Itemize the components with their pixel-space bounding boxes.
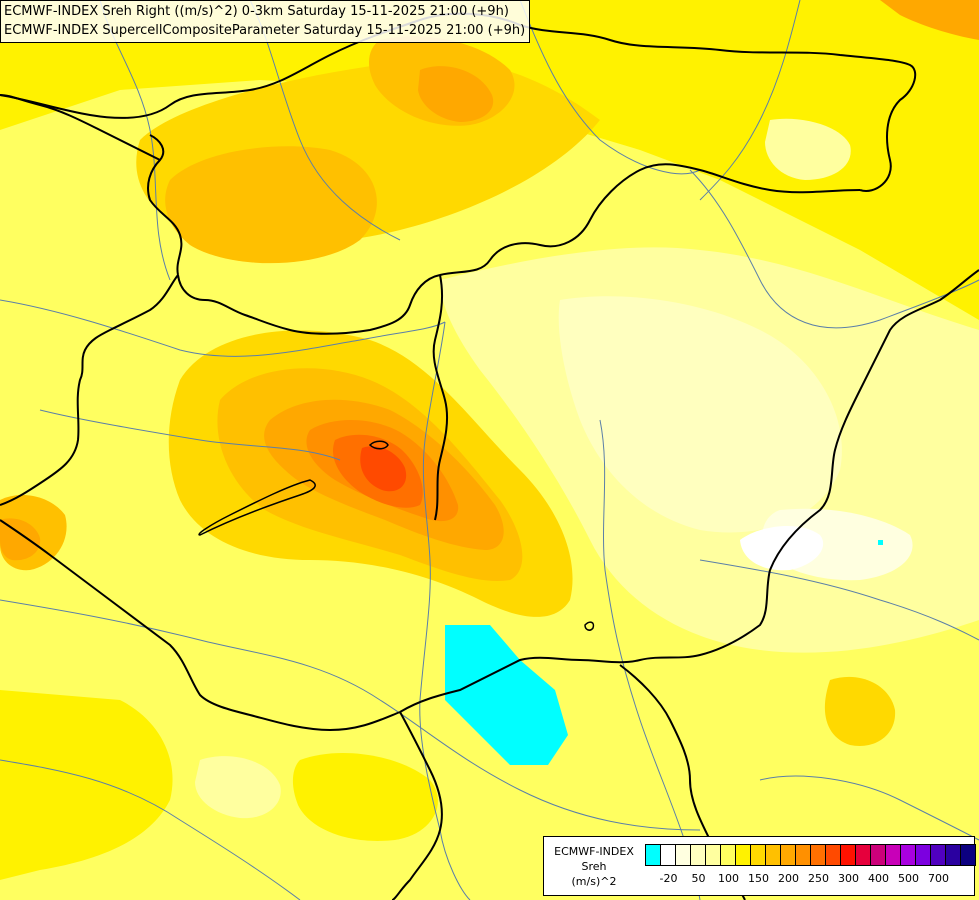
legend-swatch <box>720 844 736 866</box>
border-hungary-east <box>769 269 979 571</box>
map-title-box: ECMWF-INDEX Sreh Right ((m/s)^2) 0-3km S… <box>0 0 531 43</box>
field-band-czech <box>165 146 377 264</box>
river-drava <box>0 599 701 831</box>
border-austria-slovenia <box>0 519 401 732</box>
legend-tick: -20 <box>659 872 678 885</box>
field-blob-se <box>824 676 896 746</box>
field-core-west <box>0 518 41 561</box>
field-pale-ne <box>765 118 851 180</box>
legend-caption-line-3: (m/s)^2 <box>571 875 617 888</box>
lake-neusiedl-outline <box>368 440 389 450</box>
river-south-east <box>759 775 979 841</box>
border-hungary-south <box>399 569 771 713</box>
legend-swatch <box>780 844 796 866</box>
legend-tick: 700 <box>928 872 949 885</box>
map-title-line-1: ECMWF-INDEX Sreh Right ((m/s)^2) 0-3km S… <box>4 4 509 19</box>
legend-tick: 300 <box>838 872 859 885</box>
legend-swatch <box>960 844 976 866</box>
legend-swatch <box>765 844 781 866</box>
border-germany <box>0 94 161 161</box>
legend-swatch <box>855 844 871 866</box>
field-cyan-dot <box>878 540 883 545</box>
legend-tick: 200 <box>778 872 799 885</box>
river-inn <box>39 409 341 461</box>
legend-swatch <box>795 844 811 866</box>
field-cyan-area <box>445 625 568 765</box>
border-czech-slovakia-poland <box>177 163 861 335</box>
legend-tick: 50 <box>691 872 706 885</box>
border-poland-north <box>0 12 917 192</box>
legend-color-scale <box>645 844 976 866</box>
legend-swatch <box>870 844 886 866</box>
river-bug <box>699 0 801 201</box>
borders-layer <box>0 12 979 900</box>
legend-swatch <box>915 844 931 866</box>
border-hungary-west <box>432 274 449 521</box>
legend-tick: 400 <box>868 872 889 885</box>
lake-small-outline <box>584 621 595 631</box>
legend-tick: 500 <box>898 872 919 885</box>
river-tisza <box>599 419 701 900</box>
legend-swatch <box>945 844 961 866</box>
color-legend: ECMWF-INDEX Sreh (m/s)^2 -20 50 100 150 200 2… <box>543 836 976 896</box>
legend-tick-labels: -20 50 100 150 200 250 300 400 500 700 <box>645 872 969 888</box>
legend-swatch <box>885 844 901 866</box>
field-core-northeast <box>880 0 979 40</box>
river-mures <box>699 559 979 641</box>
legend-swatch <box>900 844 916 866</box>
border-austria-north <box>0 274 179 506</box>
legend-caption: ECMWF-INDEX Sreh (m/s)^2 <box>548 844 640 889</box>
legend-swatch <box>690 844 706 866</box>
field-core-poland <box>418 66 494 122</box>
legend-swatch <box>645 844 661 866</box>
legend-swatch <box>735 844 751 866</box>
legend-swatch <box>675 844 691 866</box>
legend-swatch <box>750 844 766 866</box>
field-pale-south <box>195 756 281 819</box>
border-croatia-serbia <box>391 711 443 900</box>
legend-tick: 250 <box>808 872 829 885</box>
legend-tick: 150 <box>748 872 769 885</box>
field-band-north <box>0 0 979 320</box>
river-northeast <box>689 169 979 329</box>
border-czech-west <box>147 134 183 276</box>
legend-caption-line-1: ECMWF-INDEX <box>554 845 634 858</box>
field-paler-hungary <box>558 296 842 533</box>
field-core-austria <box>360 446 407 492</box>
river-sava <box>0 759 301 900</box>
map-title-line-2: ECMWF-INDEX SupercellCompositeParameter … <box>4 23 526 38</box>
legend-swatch <box>840 844 856 866</box>
lake-balaton-outline <box>198 479 316 536</box>
legend-swatch <box>705 844 721 866</box>
legend-swatch <box>930 844 946 866</box>
legend-swatch <box>810 844 826 866</box>
legend-swatch <box>660 844 676 866</box>
river-vistula-east <box>519 0 701 175</box>
legend-swatch <box>825 844 841 866</box>
legend-tick: 100 <box>718 872 739 885</box>
field-band-sw <box>0 690 173 880</box>
legend-caption-line-2: Sreh <box>581 860 607 873</box>
lakes-layer <box>198 440 595 631</box>
river-danube-west <box>0 299 446 357</box>
field-blob-south <box>292 752 438 841</box>
